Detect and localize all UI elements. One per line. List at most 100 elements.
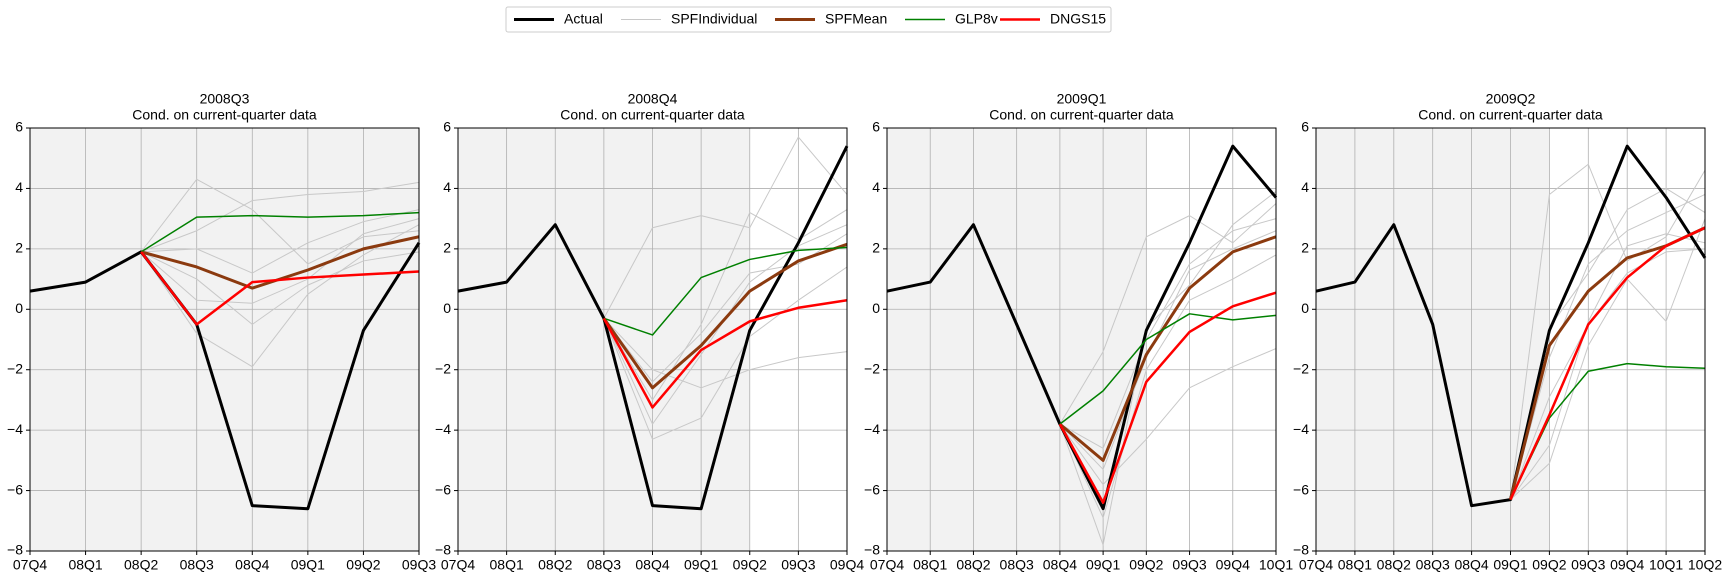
x-tick-label: 08Q4 xyxy=(235,557,269,573)
x-tick-label: 07Q4 xyxy=(870,557,904,573)
series-line xyxy=(140,251,420,326)
y-tick-label: −8 xyxy=(1293,542,1309,558)
y-tick-label: 4 xyxy=(15,179,23,195)
y-tick-label: −2 xyxy=(435,360,451,376)
legend-label: DNGS15 xyxy=(1050,11,1106,27)
y-tick-label: 6 xyxy=(15,119,23,135)
legend-label: SPFIndividual xyxy=(671,11,757,27)
series-line xyxy=(1059,348,1277,486)
panel-title: 2009Q1 xyxy=(1057,91,1107,107)
y-tick-label: 2 xyxy=(443,240,451,256)
y-tick-label: −6 xyxy=(1293,481,1309,497)
x-tick-label: 09Q1 xyxy=(1493,557,1527,573)
y-tick-label: −8 xyxy=(864,542,880,558)
x-tick-label: 08Q2 xyxy=(538,557,572,573)
x-tick-label: 08Q1 xyxy=(490,557,524,573)
x-tick-label: 09Q2 xyxy=(346,557,380,573)
y-tick-label: 0 xyxy=(872,300,880,316)
series-line xyxy=(1058,235,1277,462)
series-line xyxy=(1059,191,1277,546)
x-tick-label: 09Q1 xyxy=(684,557,718,573)
series-line xyxy=(603,246,848,336)
x-tick-label: 07Q4 xyxy=(13,557,47,573)
series-line xyxy=(1510,218,1706,501)
panel-title: 2008Q4 xyxy=(628,91,678,107)
plot-frame xyxy=(1315,127,1706,552)
plot-frame xyxy=(29,127,420,552)
x-tick-label: 07Q4 xyxy=(441,557,475,573)
x-tick-label: 09Q1 xyxy=(1086,557,1120,573)
y-tick-label: 2 xyxy=(872,240,880,256)
series-line xyxy=(140,251,420,325)
y-tick-label: 6 xyxy=(872,119,880,135)
y-tick-label: −8 xyxy=(7,542,23,558)
x-tick-label: 09Q2 xyxy=(1532,557,1566,573)
y-tick-label: 2 xyxy=(15,240,23,256)
x-tick-label: 08Q2 xyxy=(1377,557,1411,573)
series-line xyxy=(1059,230,1277,470)
panel-subtitle: Cond. on current-quarter data xyxy=(989,107,1174,123)
panel-subtitle: Cond. on current-quarter data xyxy=(1418,107,1603,123)
panel-subtitle: Cond. on current-quarter data xyxy=(132,107,317,123)
series-line xyxy=(29,242,421,511)
legend-label: GLP8v xyxy=(955,11,998,27)
y-tick-label: 0 xyxy=(1301,300,1309,316)
y-tick-label: −6 xyxy=(7,481,23,497)
y-tick-label: −8 xyxy=(435,542,451,558)
series-line xyxy=(1315,144,1707,508)
x-tick-label: 08Q1 xyxy=(1338,557,1372,573)
x-tick-label: 08Q4 xyxy=(635,557,669,573)
series-line xyxy=(140,211,420,253)
series-line xyxy=(1059,203,1277,425)
y-tick-label: 2 xyxy=(1301,240,1309,256)
y-tick-label: −2 xyxy=(7,360,23,376)
plot-frame xyxy=(457,127,848,552)
x-tick-label: 09Q3 xyxy=(402,557,436,573)
y-tick-label: 0 xyxy=(443,300,451,316)
series-line xyxy=(603,136,848,319)
x-tick-label: 09Q3 xyxy=(781,557,815,573)
series-line xyxy=(141,209,420,274)
x-tick-label: 09Q3 xyxy=(1571,557,1605,573)
y-tick-label: −6 xyxy=(435,481,451,497)
x-tick-label: 09Q1 xyxy=(291,557,325,573)
series-line xyxy=(603,266,848,440)
legend: Actual SPFIndividual SPFMean GLP8v DNGS15 xyxy=(505,6,1112,33)
series-line xyxy=(1058,291,1277,504)
series-line xyxy=(140,181,420,253)
series-line xyxy=(1059,254,1277,519)
x-tick-label: 08Q3 xyxy=(1000,557,1034,573)
y-tick-label: 0 xyxy=(15,300,23,316)
x-tick-label: 08Q4 xyxy=(1454,557,1488,573)
y-tick-label: 4 xyxy=(872,179,880,195)
series-line xyxy=(1059,218,1277,449)
y-tick-label: −4 xyxy=(1293,421,1309,437)
y-tick-label: 4 xyxy=(443,179,451,195)
shaded-region xyxy=(30,128,419,551)
x-tick-label: 10Q1 xyxy=(1649,557,1683,573)
x-tick-label: 08Q3 xyxy=(587,557,621,573)
x-tick-label: 09Q4 xyxy=(1216,557,1250,573)
y-tick-label: 4 xyxy=(1301,179,1309,195)
series-line xyxy=(1510,233,1706,500)
y-tick-label: −6 xyxy=(864,481,880,497)
series-line xyxy=(140,218,420,304)
x-tick-label: 09Q4 xyxy=(1610,557,1644,573)
x-tick-label: 09Q2 xyxy=(733,557,767,573)
x-tick-label: 08Q2 xyxy=(956,557,990,573)
x-tick-label: 10Q1 xyxy=(1259,557,1293,573)
y-tick-label: 6 xyxy=(443,119,451,135)
series-line xyxy=(1509,226,1706,501)
panel-subtitle: Cond. on current-quarter data xyxy=(560,107,745,123)
x-tick-label: 09Q2 xyxy=(1129,557,1163,573)
series-line xyxy=(140,178,420,265)
plot-frame xyxy=(886,127,1277,552)
series-line xyxy=(602,298,848,409)
x-tick-label: 08Q1 xyxy=(913,557,947,573)
x-tick-label: 08Q3 xyxy=(180,557,214,573)
series-line xyxy=(603,318,848,389)
series-line xyxy=(140,224,420,368)
y-tick-label: 6 xyxy=(1301,119,1309,135)
x-tick-label: 10Q2 xyxy=(1688,557,1722,573)
